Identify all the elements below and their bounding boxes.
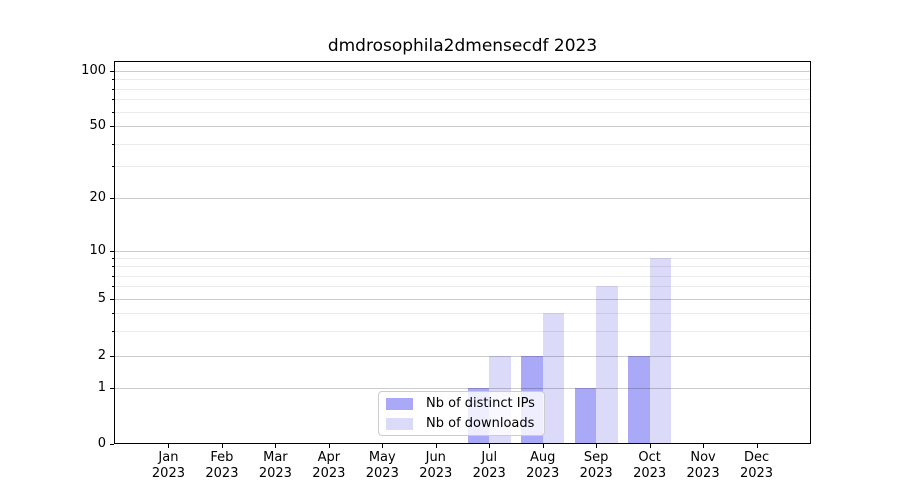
y-minor-tick-mark-30 — [112, 166, 114, 168]
legend-row-downloads: Nb of downloads — [386, 416, 544, 432]
y-minor-tick-mark-6 — [112, 286, 114, 288]
gridline-minor-9 — [115, 258, 810, 260]
x-tick-mark-jul — [489, 444, 491, 448]
y-minor-tick-mark-8 — [112, 266, 114, 268]
y-minor-tick-mark-40 — [112, 143, 114, 145]
x-tick-mark-jun — [435, 444, 437, 448]
x-tick-label-dec: Dec 2023 — [739, 450, 774, 481]
y-tick-label-20: 20 — [89, 190, 106, 205]
gridline-major-5 — [115, 299, 810, 300]
legend-swatch-distinct-ips — [386, 397, 413, 410]
gridline-minor-7 — [115, 275, 810, 277]
x-tick-mark-nov — [703, 444, 705, 448]
y-minor-tick-mark-80 — [112, 88, 114, 90]
gridline-minor-70 — [115, 99, 810, 101]
gridline-minor-3 — [115, 330, 810, 332]
gridline-minor-60 — [115, 111, 810, 113]
y-tick-mark-10 — [110, 251, 114, 252]
x-tick-label-may: May 2023 — [365, 450, 399, 481]
x-tick-mark-mar — [275, 444, 277, 448]
x-tick-label-jun: Jun 2023 — [419, 450, 453, 481]
y-tick-label-50: 50 — [89, 118, 106, 133]
gridline-minor-80 — [115, 88, 810, 90]
plot-area: Nb of distinct IPs Nb of downloads — [114, 61, 811, 444]
y-minor-tick-mark-70 — [112, 99, 114, 101]
gridline-minor-8 — [115, 266, 810, 268]
y-tick-mark-1 — [110, 388, 114, 389]
bar-distinct-ips-oct — [628, 356, 650, 443]
x-tick-label-mar: Mar 2023 — [258, 450, 292, 481]
y-minor-tick-mark-3 — [112, 330, 114, 332]
gridline-minor-4 — [115, 312, 810, 314]
gridline-minor-30 — [115, 166, 810, 168]
x-tick-mark-apr — [328, 444, 330, 448]
y-tick-mark-2 — [110, 356, 114, 357]
x-tick-label-oct: Oct 2023 — [633, 450, 667, 481]
x-tick-mark-oct — [649, 444, 651, 448]
y-tick-mark-100 — [110, 71, 114, 72]
chart-title: dmdrosophila2dmensecdf 2023 — [327, 36, 598, 56]
bar-downloads-oct — [649, 258, 671, 443]
gridline-minor-40 — [115, 143, 810, 145]
x-tick-mark-dec — [756, 444, 758, 448]
y-tick-label-10: 10 — [89, 243, 106, 258]
y-minor-tick-mark-4 — [112, 312, 114, 314]
legend-label-distinct-ips: Nb of distinct IPs — [426, 396, 535, 411]
x-tick-mark-aug — [542, 444, 544, 448]
gridline-major-2 — [115, 356, 810, 357]
y-tick-mark-5 — [110, 299, 114, 300]
gridline-minor-6 — [115, 286, 810, 288]
bar-distinct-ips-sep — [574, 388, 597, 443]
y-tick-label-2: 2 — [97, 348, 106, 363]
legend: Nb of distinct IPs Nb of downloads — [378, 391, 545, 436]
x-tick-mark-feb — [221, 444, 223, 448]
y-tick-mark-0 — [110, 443, 114, 445]
y-tick-label-0: 0 — [97, 435, 106, 451]
x-tick-label-apr: Apr 2023 — [312, 450, 346, 481]
bar-downloads-sep — [596, 286, 618, 443]
gridline-major-50 — [115, 126, 810, 127]
x-tick-label-feb: Feb 2023 — [205, 450, 239, 481]
gridline-major-10 — [115, 251, 810, 252]
x-tick-mark-may — [382, 444, 384, 448]
gridline-major-20 — [115, 198, 810, 199]
legend-label-downloads: Nb of downloads — [426, 416, 535, 431]
y-tick-label-5: 5 — [97, 291, 106, 306]
y-tick-mark-20 — [110, 198, 114, 199]
x-tick-label-jul: Jul 2023 — [472, 450, 506, 481]
gridline-major-100 — [115, 71, 810, 72]
legend-row-distinct-ips: Nb of distinct IPs — [386, 396, 544, 412]
x-tick-label-nov: Nov 2023 — [686, 450, 720, 481]
y-tick-label-100: 100 — [81, 63, 106, 78]
gridline-major-1 — [115, 388, 810, 389]
x-tick-mark-sep — [596, 444, 598, 448]
x-tick-mark-jan — [168, 444, 170, 448]
y-tick-mark-50 — [110, 126, 114, 127]
y-minor-tick-mark-7 — [112, 275, 114, 277]
x-tick-label-sep: Sep 2023 — [579, 450, 613, 481]
y-tick-label-1: 1 — [97, 380, 106, 395]
y-minor-tick-mark-60 — [112, 111, 114, 113]
x-tick-label-aug: Aug 2023 — [526, 450, 560, 481]
legend-swatch-downloads — [386, 417, 413, 430]
gridline-minor-90 — [115, 79, 810, 81]
bar-downloads-aug — [542, 312, 565, 443]
y-minor-tick-mark-9 — [112, 258, 114, 260]
y-minor-tick-mark-90 — [112, 79, 114, 81]
x-tick-label-jan: Jan 2023 — [151, 450, 185, 481]
